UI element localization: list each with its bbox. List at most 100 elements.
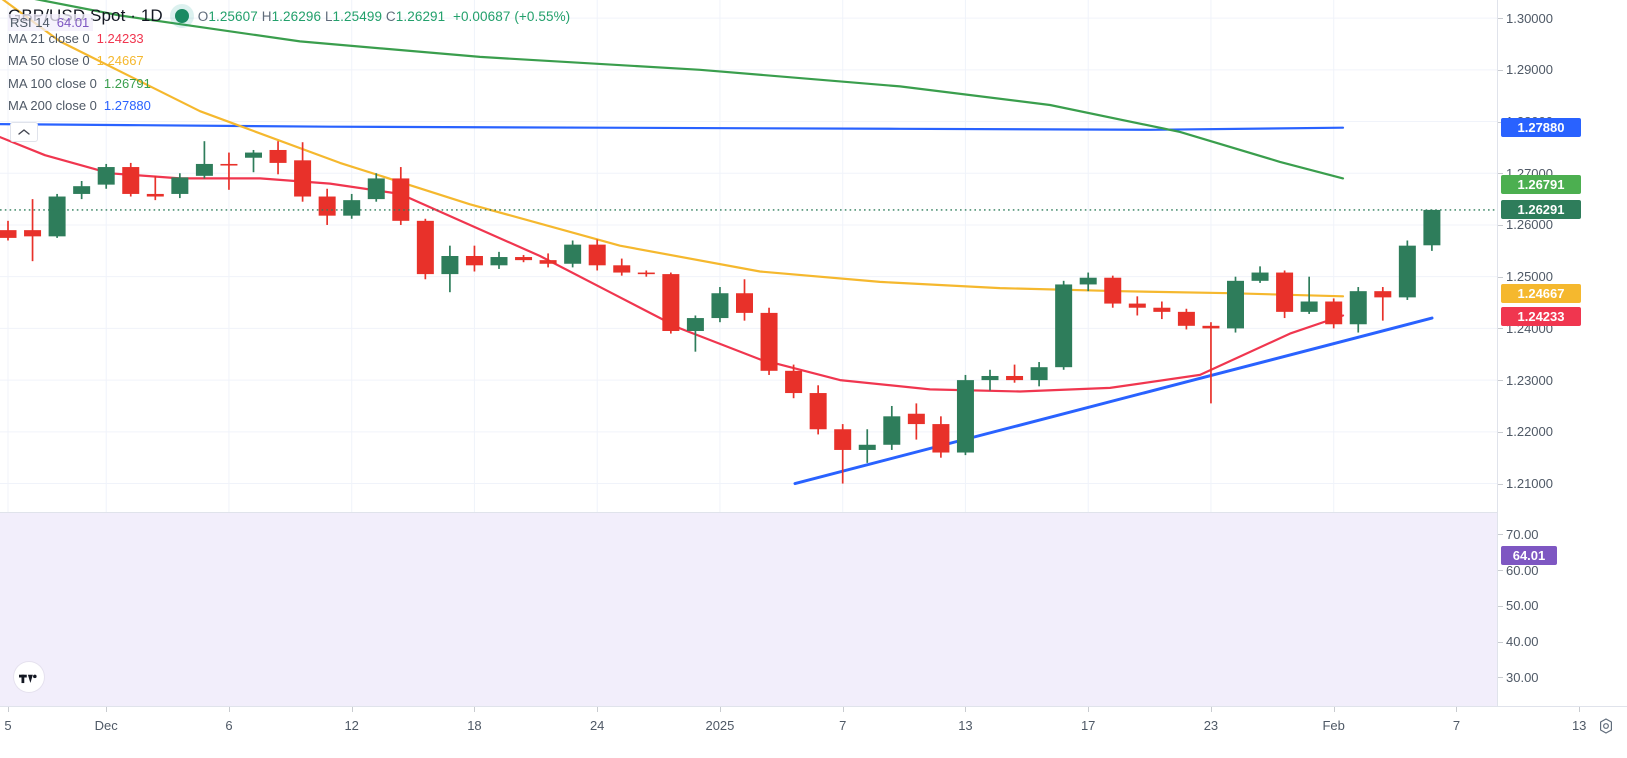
close-value: 1.26291 bbox=[395, 8, 446, 24]
ma100-badge[interactable]: 1.26791 bbox=[1501, 174, 1581, 194]
rsi-axis-tick-label: 30.00 bbox=[1506, 669, 1539, 685]
market-open-dot-icon bbox=[174, 9, 189, 23]
price-axis-tick-label: 1.26000 bbox=[1506, 217, 1553, 233]
time-axis-tick bbox=[351, 707, 353, 712]
price-axis-tick-label: 1.21000 bbox=[1506, 476, 1553, 492]
price-axis-tick bbox=[1498, 224, 1503, 226]
price-chart-svg bbox=[0, 0, 1497, 512]
collapse-legend-button[interactable] bbox=[10, 122, 38, 142]
ma21-badge[interactable]: 1.24233 bbox=[1501, 306, 1581, 326]
rsi-value: 64.01 bbox=[56, 15, 90, 30]
time-axis-tick-label: Feb bbox=[1322, 718, 1345, 733]
price-axis-tick bbox=[1498, 69, 1503, 71]
rsi-legend[interactable]: RSI 14 64.01 bbox=[8, 14, 94, 31]
tradingview-logo-icon bbox=[19, 674, 37, 683]
rsi-axis-tick-label: 60.00 bbox=[1506, 562, 1539, 578]
time-axis-tick-label: 17 bbox=[1080, 718, 1096, 733]
price-axis-tick bbox=[1498, 18, 1503, 20]
price-axis-tick-label: 1.30000 bbox=[1506, 10, 1553, 26]
price-axis-tick bbox=[1498, 276, 1503, 278]
time-axis-tick-label: 13 bbox=[958, 718, 973, 733]
time-axis-tick bbox=[106, 707, 108, 712]
time-axis-tick bbox=[1333, 707, 1335, 712]
price-axis-tick bbox=[1498, 173, 1503, 175]
high-key: H bbox=[261, 8, 272, 24]
rsi-band bbox=[0, 513, 1497, 706]
low-key: L bbox=[324, 8, 333, 24]
price-pane[interactable] bbox=[0, 0, 1497, 512]
time-axis-tick bbox=[597, 707, 599, 712]
change-percent: (+0.55%) bbox=[514, 8, 571, 24]
indicator-row-ma200[interactable]: MA 200 close 0 1.27880 bbox=[8, 95, 570, 118]
indicator-value: 1.26791 bbox=[103, 75, 151, 91]
indicator-value: 1.24233 bbox=[96, 30, 144, 46]
indicator-name: MA 21 close 0 bbox=[8, 30, 90, 46]
rsi-axis-tick-label: 50.00 bbox=[1506, 598, 1539, 614]
open-value: 1.25607 bbox=[208, 8, 258, 24]
time-axis-tick-label: 24 bbox=[589, 718, 605, 733]
price-axis-tick-label: 1.29000 bbox=[1506, 62, 1553, 78]
time-axis-tick bbox=[474, 707, 476, 712]
indicator-row-ma50[interactable]: MA 50 close 0 1.24667 bbox=[8, 50, 570, 73]
time-axis-tick-label: 5 bbox=[4, 718, 12, 733]
time-axis-tick bbox=[719, 707, 721, 712]
rsi-axis-tick bbox=[1498, 534, 1503, 536]
open-key: O bbox=[197, 8, 209, 24]
rsi-axis-tick bbox=[1498, 641, 1503, 643]
indicator-row-ma100[interactable]: MA 100 close 0 1.26791 bbox=[8, 72, 570, 95]
price-axis-tick bbox=[1498, 121, 1503, 123]
chart-settings-button[interactable] bbox=[1595, 715, 1617, 737]
change-value: +0.00687 bbox=[452, 8, 511, 24]
indicator-name: MA 100 close 0 bbox=[8, 75, 97, 91]
indicator-value: 1.24667 bbox=[96, 53, 144, 69]
gear-icon bbox=[1600, 718, 1612, 734]
ma200-badge[interactable]: 1.27880 bbox=[1501, 118, 1581, 138]
indicator-name: MA 50 close 0 bbox=[8, 53, 90, 69]
time-axis-tick-label: 7 bbox=[1452, 718, 1461, 733]
rsi-pane[interactable] bbox=[0, 513, 1497, 706]
time-axis-tick-label: 23 bbox=[1203, 718, 1219, 733]
time-axis-tick-label: 6 bbox=[225, 718, 233, 733]
low-value: 1.25499 bbox=[332, 8, 383, 24]
price-axis-tick bbox=[1498, 483, 1503, 485]
price-axis-tick-label: 1.25000 bbox=[1506, 269, 1553, 285]
time-axis-tick bbox=[1210, 707, 1212, 712]
price-axis-tick bbox=[1498, 431, 1503, 433]
indicator-value: 1.27880 bbox=[103, 98, 151, 114]
time-axis-tick bbox=[1456, 707, 1458, 712]
time-axis-tick-label: 13 bbox=[1571, 718, 1587, 733]
price-axis-tick bbox=[1498, 380, 1503, 382]
time-scale[interactable]: 5Dec612182420257131723Feb7131721 bbox=[0, 706, 1627, 758]
price-axis-tick-label: 1.22000 bbox=[1506, 424, 1553, 440]
rsi-axis-tick bbox=[1498, 677, 1503, 679]
rsi-value-badge[interactable]: 64.01 bbox=[1501, 546, 1557, 566]
indicator-name: MA 200 close 0 bbox=[8, 98, 97, 114]
rsi-axis-tick-label: 40.00 bbox=[1506, 634, 1539, 650]
rsi-axis-tick bbox=[1498, 605, 1503, 607]
price-scale[interactable]: 1.300001.290001.280001.270001.260001.250… bbox=[1497, 0, 1627, 706]
tradingview-logo-button[interactable] bbox=[14, 662, 44, 692]
indicator-row-ma21[interactable]: MA 21 close 0 1.24233 bbox=[8, 27, 570, 50]
time-axis-tick-label: 2025 bbox=[705, 718, 735, 733]
rsi-axis-tick bbox=[1498, 570, 1503, 572]
time-axis-tick bbox=[965, 707, 967, 712]
time-axis-tick-label: 18 bbox=[467, 718, 482, 733]
pane-divider bbox=[0, 512, 1497, 513]
time-axis-tick bbox=[842, 707, 844, 712]
price-axis-tick-label: 1.23000 bbox=[1506, 372, 1553, 388]
close-key: C bbox=[385, 8, 396, 24]
last-price-badge[interactable]: 1.26291 bbox=[1501, 200, 1581, 220]
time-axis-tick-label: 7 bbox=[839, 718, 847, 733]
time-axis-tick bbox=[228, 707, 230, 712]
chevron-up-icon bbox=[18, 129, 30, 135]
high-value: 1.26296 bbox=[271, 8, 322, 24]
time-axis-tick-label: 12 bbox=[344, 718, 359, 733]
time-axis-tick-label: Dec bbox=[94, 718, 118, 733]
rsi-axis-tick-label: 70.00 bbox=[1506, 526, 1539, 542]
price-axis-tick bbox=[1498, 328, 1503, 330]
ohlc-values: O1.25607 H1.26296 L1.25499 C1.26291 +0.0… bbox=[198, 9, 571, 24]
rsi-name: RSI 14 bbox=[10, 15, 50, 30]
time-axis-tick bbox=[1088, 707, 1090, 712]
ma50-badge[interactable]: 1.24667 bbox=[1501, 284, 1581, 304]
